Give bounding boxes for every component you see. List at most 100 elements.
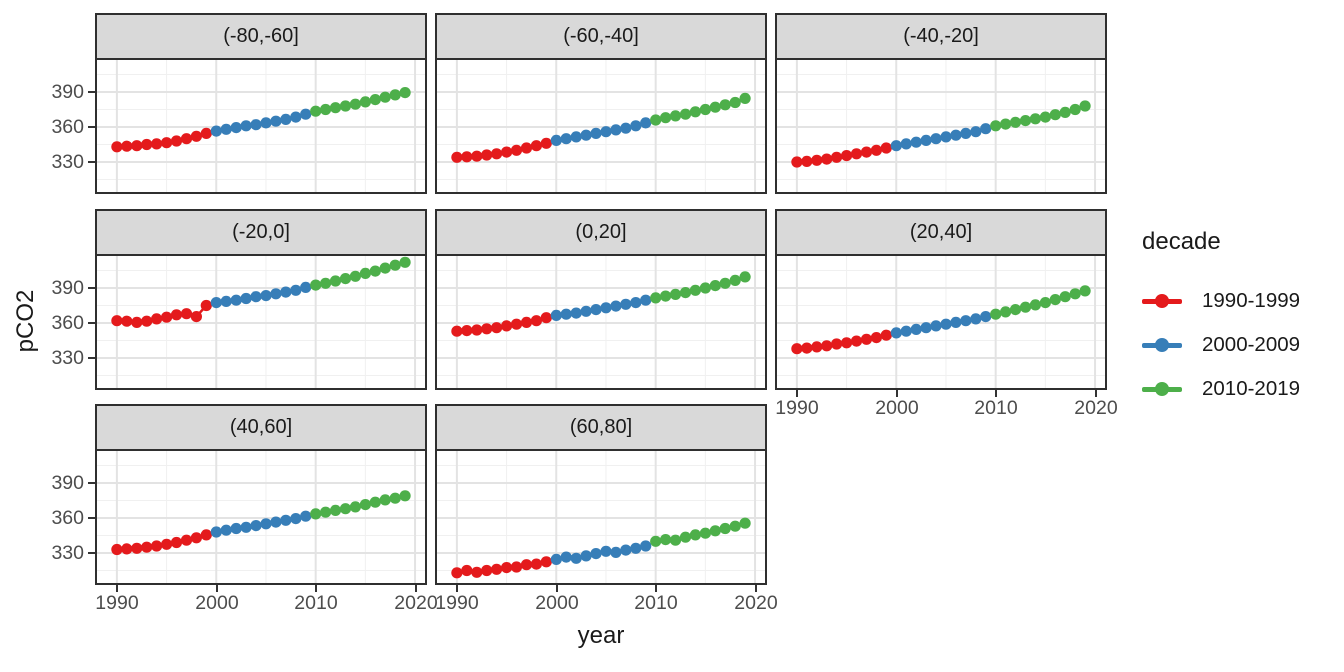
- x-axis-tick: [315, 585, 317, 592]
- data-point: [650, 114, 662, 126]
- data-point: [320, 506, 332, 518]
- facet-plot-area: [97, 60, 425, 192]
- x-axis-label: 2010: [974, 397, 1018, 419]
- data-point: [739, 271, 751, 283]
- data-point: [151, 138, 163, 150]
- data-point: [250, 119, 262, 131]
- facet-plot-area: [97, 256, 425, 388]
- data-point: [900, 138, 912, 150]
- data-point: [240, 120, 252, 132]
- data-point: [359, 499, 371, 511]
- data-point: [669, 288, 682, 300]
- y-axis-label: 330: [51, 542, 84, 564]
- data-point: [161, 538, 173, 550]
- legend-key: [1140, 286, 1184, 316]
- data-point: [240, 292, 252, 305]
- facet-strip-label: (20,40]: [909, 221, 973, 243]
- data-point: [1029, 113, 1041, 125]
- data-point: [520, 559, 533, 571]
- data-point: [300, 108, 312, 120]
- data-point: [310, 279, 322, 291]
- legend-entry-label: 1990-1999: [1202, 289, 1301, 312]
- facet-strip: (20,40]: [775, 209, 1107, 256]
- facet-strip-label: (60,80]: [569, 416, 633, 438]
- data-point: [590, 548, 602, 560]
- x-axis-tick: [116, 585, 118, 592]
- data-point: [580, 305, 592, 317]
- data-point: [689, 529, 701, 541]
- data-point: [451, 325, 463, 337]
- data-point: [501, 320, 513, 332]
- data-point: [190, 532, 202, 544]
- data-point: [560, 308, 572, 320]
- data-point: [481, 323, 493, 335]
- data-point: [791, 343, 803, 355]
- data-point: [679, 531, 692, 543]
- data-point: [910, 323, 922, 335]
- data-point: [399, 490, 411, 502]
- data-point: [510, 561, 523, 573]
- data-point: [220, 524, 232, 536]
- x-axis-tick: [796, 390, 798, 397]
- data-point: [180, 308, 193, 320]
- data-point: [359, 267, 371, 279]
- data-point: [1009, 304, 1022, 316]
- data-point: [831, 338, 843, 350]
- data-point: [510, 318, 523, 330]
- data-point: [300, 510, 312, 522]
- data-point: [650, 292, 662, 304]
- data-point: [841, 150, 853, 162]
- data-point: [590, 304, 602, 316]
- data-point: [1039, 111, 1051, 123]
- data-point: [679, 108, 692, 120]
- data-point: [550, 553, 562, 565]
- data-point: [940, 131, 952, 143]
- facet-plot-area: [437, 256, 765, 388]
- data-point: [369, 265, 381, 277]
- data-point: [339, 503, 352, 515]
- data-point: [950, 316, 962, 328]
- data-point: [699, 103, 711, 116]
- data-point: [530, 315, 542, 327]
- data-point: [190, 311, 202, 323]
- y-axis-tick: [88, 126, 95, 128]
- data-point: [379, 91, 391, 103]
- data-point: [329, 504, 342, 516]
- data-point: [270, 288, 282, 300]
- data-point: [461, 564, 473, 577]
- data-point: [290, 111, 302, 123]
- data-point: [640, 540, 652, 552]
- data-point: [1059, 106, 1071, 118]
- data-point: [389, 89, 401, 101]
- data-point: [161, 137, 173, 149]
- x-axis-tick: [415, 585, 417, 592]
- data-point: [1009, 116, 1022, 128]
- facet-strip: (-40,-20]: [775, 13, 1107, 60]
- data-point: [729, 274, 741, 286]
- data-point: [920, 134, 932, 146]
- data-point: [580, 129, 592, 141]
- legend: decade 1990-1999 2000-2009 2010-2019: [1140, 228, 1344, 418]
- legend-entry-label: 2000-2009: [1202, 333, 1301, 356]
- data-point: [890, 140, 902, 152]
- data-point: [709, 101, 721, 113]
- data-point: [111, 315, 123, 327]
- data-point: [200, 299, 212, 312]
- legend-title: decade: [1142, 228, 1221, 255]
- y-axis-tick: [88, 482, 95, 484]
- y-axis-tick: [88, 552, 95, 554]
- data-point: [970, 126, 982, 138]
- facet-strip-label: (0,20]: [575, 221, 627, 243]
- data-point: [600, 302, 612, 314]
- data-point: [1019, 301, 1032, 313]
- x-axis-label: 2000: [195, 592, 239, 614]
- y-axis-tick: [88, 357, 95, 359]
- data-point: [650, 535, 662, 547]
- data-point: [620, 544, 632, 556]
- data-point: [111, 543, 123, 556]
- y-axis-title: pCO2: [12, 289, 39, 353]
- y-axis-label: 360: [51, 116, 84, 138]
- data-point: [170, 135, 183, 147]
- data-point: [121, 140, 133, 152]
- facet-strip-label: (40,60]: [229, 416, 293, 438]
